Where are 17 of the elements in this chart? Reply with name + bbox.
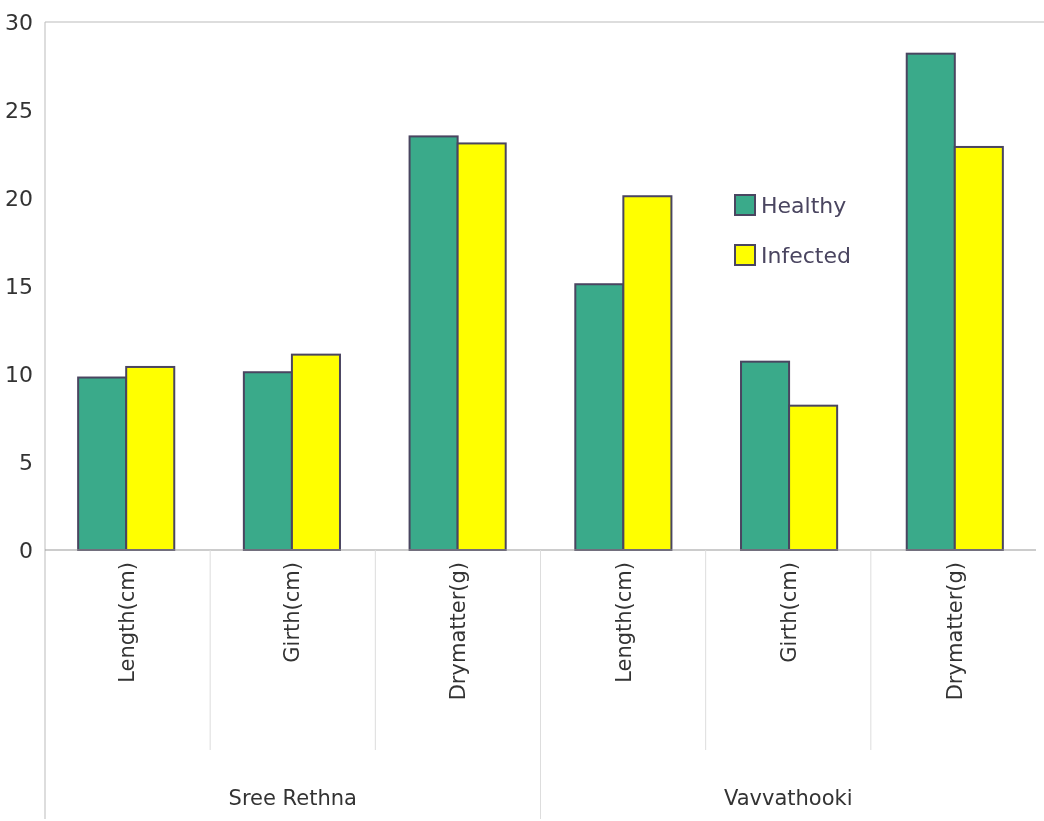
y-tick-label: 5: [19, 449, 33, 475]
x-tick-label: Drymatter(g): [943, 562, 968, 701]
x-tick-label: Drymatter(g): [445, 562, 470, 701]
x-tick-label: Length(cm): [611, 562, 636, 683]
y-tick-label: 20: [5, 185, 33, 211]
y-tick-label: 10: [5, 361, 33, 387]
y-tick-label: 30: [5, 9, 33, 35]
x-tick-label: Girth(cm): [280, 562, 305, 663]
y-tick-label: 0: [19, 537, 33, 563]
y-tick-label: 15: [5, 273, 33, 299]
x-tick-label: Length(cm): [114, 562, 139, 683]
text: Vavvathooki: [723, 786, 853, 810]
legend-label: Infected: [761, 242, 851, 268]
y-tick-label: 25: [5, 97, 33, 123]
legend-label: Healthy: [761, 192, 847, 218]
text: Sree Rethna: [228, 786, 357, 810]
x-tick-label: Girth(cm): [777, 562, 802, 663]
